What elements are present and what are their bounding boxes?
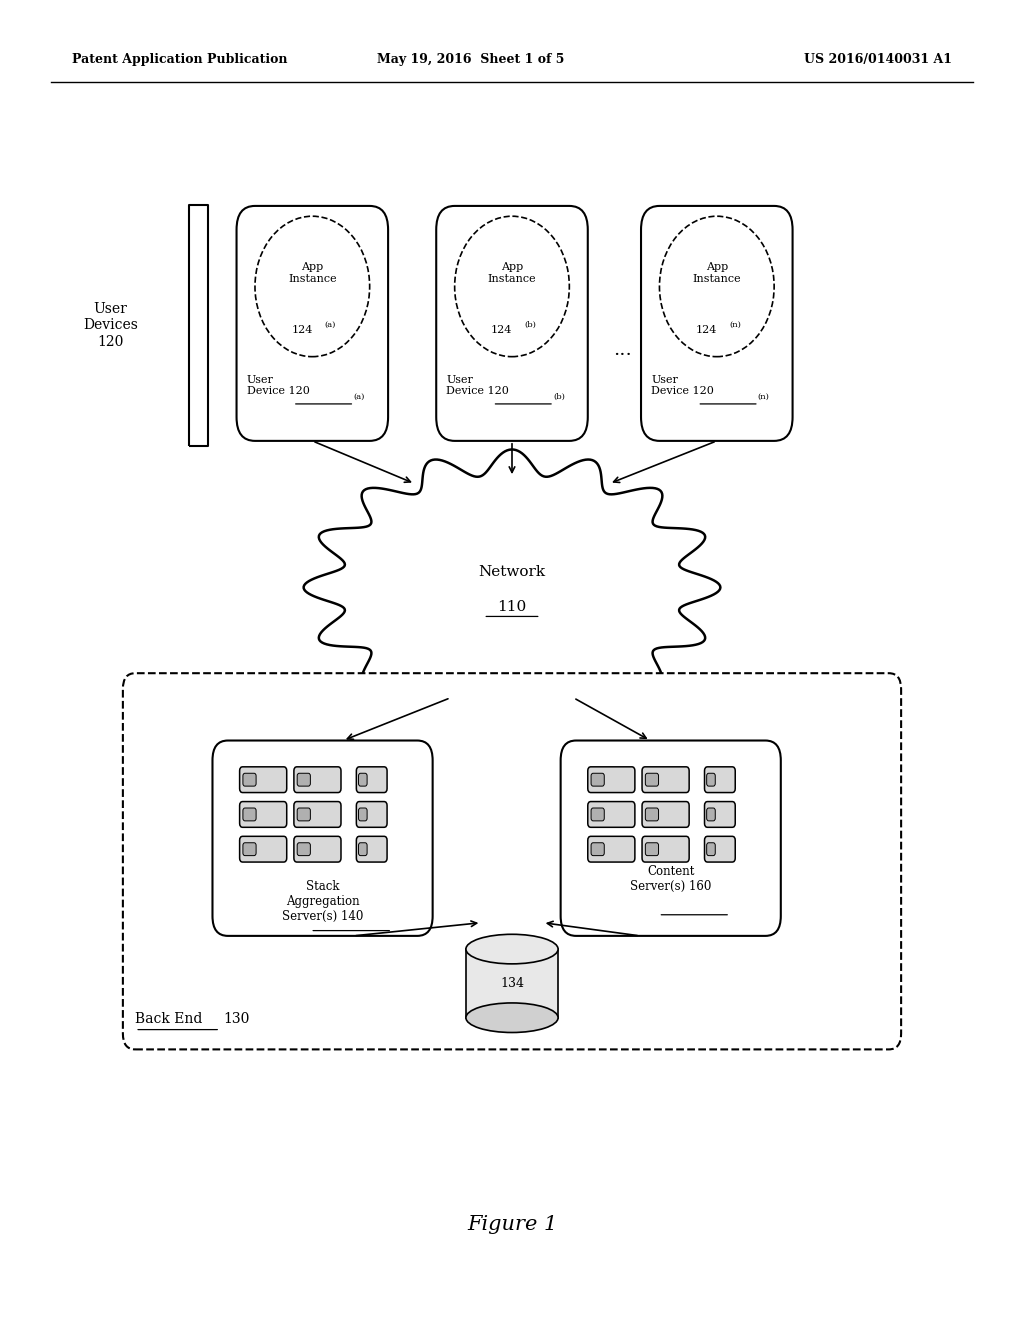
- FancyBboxPatch shape: [297, 842, 310, 855]
- Polygon shape: [304, 450, 721, 725]
- FancyBboxPatch shape: [645, 808, 658, 821]
- Text: Patent Application Publication: Patent Application Publication: [72, 53, 287, 66]
- Text: (b): (b): [524, 321, 537, 329]
- FancyBboxPatch shape: [358, 774, 367, 787]
- FancyBboxPatch shape: [705, 801, 735, 828]
- FancyBboxPatch shape: [297, 774, 310, 787]
- FancyBboxPatch shape: [591, 842, 604, 855]
- FancyBboxPatch shape: [243, 808, 256, 821]
- Text: User
Devices
120: User Devices 120: [83, 302, 138, 348]
- FancyBboxPatch shape: [645, 842, 658, 855]
- Text: (b): (b): [553, 393, 565, 401]
- FancyBboxPatch shape: [356, 801, 387, 828]
- FancyBboxPatch shape: [240, 801, 287, 828]
- Text: US 2016/0140031 A1: US 2016/0140031 A1: [804, 53, 952, 66]
- Text: Back End: Back End: [135, 1011, 203, 1026]
- Text: App
Instance: App Instance: [692, 263, 741, 284]
- FancyBboxPatch shape: [642, 801, 689, 828]
- Ellipse shape: [466, 1003, 558, 1032]
- FancyBboxPatch shape: [591, 808, 604, 821]
- Text: (a): (a): [353, 393, 365, 401]
- Ellipse shape: [455, 216, 569, 356]
- FancyBboxPatch shape: [645, 774, 658, 787]
- FancyBboxPatch shape: [123, 673, 901, 1049]
- Ellipse shape: [255, 216, 370, 356]
- Text: Stack
Aggregation
Server(s) 140: Stack Aggregation Server(s) 140: [282, 880, 364, 924]
- Text: (n): (n): [729, 321, 741, 329]
- Text: 124: 124: [292, 325, 312, 335]
- Text: User
Device 120: User Device 120: [651, 375, 714, 396]
- FancyBboxPatch shape: [641, 206, 793, 441]
- FancyBboxPatch shape: [243, 842, 256, 855]
- FancyBboxPatch shape: [705, 767, 735, 792]
- FancyBboxPatch shape: [356, 767, 387, 792]
- FancyBboxPatch shape: [707, 774, 715, 787]
- Text: 124: 124: [492, 325, 512, 335]
- FancyBboxPatch shape: [707, 842, 715, 855]
- FancyBboxPatch shape: [436, 206, 588, 441]
- Text: 124: 124: [696, 325, 717, 335]
- FancyBboxPatch shape: [588, 767, 635, 792]
- Ellipse shape: [466, 935, 558, 964]
- Text: ...: ...: [613, 341, 632, 359]
- Text: (a): (a): [325, 321, 336, 329]
- Text: App
Instance: App Instance: [288, 263, 337, 284]
- FancyBboxPatch shape: [705, 837, 735, 862]
- FancyBboxPatch shape: [294, 801, 341, 828]
- FancyBboxPatch shape: [243, 774, 256, 787]
- Text: Content
Server(s) 160: Content Server(s) 160: [630, 865, 712, 892]
- FancyBboxPatch shape: [707, 808, 715, 821]
- Text: User
Device 120: User Device 120: [446, 375, 509, 396]
- FancyBboxPatch shape: [240, 767, 287, 792]
- Text: 134: 134: [500, 977, 524, 990]
- Bar: [466, 949, 558, 1018]
- FancyBboxPatch shape: [588, 801, 635, 828]
- Text: May 19, 2016  Sheet 1 of 5: May 19, 2016 Sheet 1 of 5: [378, 53, 564, 66]
- FancyBboxPatch shape: [591, 774, 604, 787]
- Ellipse shape: [659, 216, 774, 356]
- Text: App
Instance: App Instance: [487, 263, 537, 284]
- FancyBboxPatch shape: [294, 837, 341, 862]
- Text: (n): (n): [758, 393, 770, 401]
- FancyBboxPatch shape: [588, 837, 635, 862]
- FancyBboxPatch shape: [213, 741, 432, 936]
- FancyBboxPatch shape: [561, 741, 780, 936]
- Text: Network: Network: [478, 565, 546, 578]
- FancyBboxPatch shape: [294, 767, 341, 792]
- FancyBboxPatch shape: [642, 837, 689, 862]
- Text: User
Device 120: User Device 120: [247, 375, 309, 396]
- Text: 110: 110: [498, 601, 526, 614]
- FancyBboxPatch shape: [237, 206, 388, 441]
- Text: 130: 130: [223, 1011, 250, 1026]
- FancyBboxPatch shape: [358, 842, 367, 855]
- Text: Figure 1: Figure 1: [467, 1216, 557, 1234]
- FancyBboxPatch shape: [297, 808, 310, 821]
- FancyBboxPatch shape: [240, 837, 287, 862]
- FancyBboxPatch shape: [642, 767, 689, 792]
- FancyBboxPatch shape: [358, 808, 367, 821]
- FancyBboxPatch shape: [356, 837, 387, 862]
